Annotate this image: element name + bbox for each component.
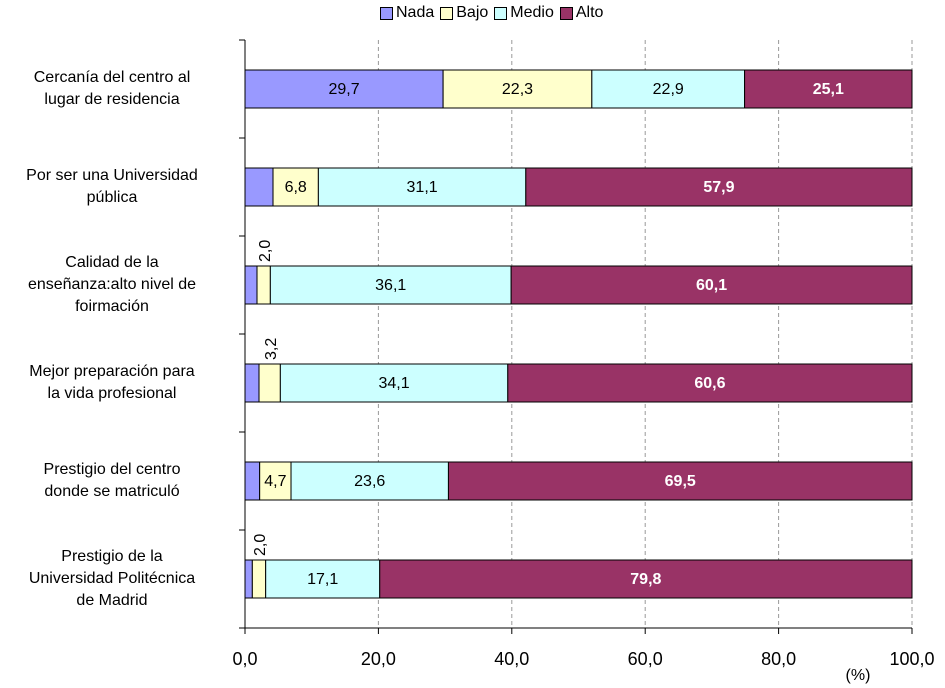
legend-swatch: [494, 6, 508, 20]
bar-segment: [258, 363, 281, 403]
legend-item: Medio: [494, 4, 554, 22]
category-label: Mejor preparación para la vida profesion…: [29, 363, 195, 402]
x-tick-label: 100,0: [889, 649, 934, 669]
value-label: 6,8: [285, 179, 307, 196]
bar-segment: [507, 363, 913, 403]
value-label: 23,6: [354, 473, 385, 490]
legend-swatch: [380, 6, 393, 20]
category-label: Calidad de la enseñanza:alto nivel de fo…: [27, 254, 197, 315]
value-label: 2,0: [252, 534, 269, 556]
x-tick-label: 20,0: [361, 649, 396, 669]
bar-segment: [244, 265, 258, 305]
value-label: 22,9: [653, 81, 684, 98]
category-label: Cercanía del centro al lugar de residenc…: [33, 69, 191, 108]
value-label: 17,1: [307, 571, 338, 588]
value-label: 3,2: [263, 338, 280, 360]
legend-label: Alto: [575, 4, 604, 21]
bar-segment: [379, 559, 913, 599]
legend-item: Nada: [380, 4, 434, 22]
bar-segment: [290, 461, 449, 501]
value-label: 31,1: [407, 179, 438, 196]
bar-segment: [317, 167, 527, 207]
bar-segment: [744, 69, 913, 109]
bar-segment: [510, 265, 913, 305]
bar-segment: [244, 461, 261, 501]
bar-segment: [244, 167, 274, 207]
legend: Nada Bajo Medio Alto: [380, 4, 603, 22]
legend-label: Bajo: [456, 4, 489, 21]
x-tick-label: 0,0: [232, 649, 257, 669]
bar-segment: [244, 69, 444, 109]
bar-segment: [447, 461, 913, 501]
legend-item: Alto: [559, 4, 604, 22]
legend-swatch: [559, 6, 573, 20]
value-label: 2,0: [257, 240, 274, 262]
bar-segment: [279, 363, 509, 403]
bar-segment: [272, 167, 319, 207]
value-label: 60,1: [696, 277, 727, 294]
bar-segment: [256, 265, 271, 305]
bar-segment: [265, 559, 381, 599]
bar-segment: [259, 461, 292, 501]
category-label: Prestigio del centro donde se matriculó: [43, 461, 181, 500]
value-label: 25,1: [813, 81, 844, 98]
bar-segment: [244, 559, 253, 599]
value-label: 22,3: [502, 81, 533, 98]
legend-item: Bajo: [440, 4, 488, 22]
bar-segment: [525, 167, 913, 207]
x-tick-label: 60,0: [628, 649, 663, 669]
value-label: 4,7: [264, 473, 286, 490]
legend-label: Nada: [396, 4, 435, 21]
value-label: 60,6: [694, 375, 725, 392]
x-axis-label: (%): [846, 667, 871, 684]
bar-segment: [244, 363, 260, 403]
legend-swatch: [440, 6, 454, 20]
value-label: 57,9: [703, 179, 734, 196]
bar-segment: [251, 559, 267, 599]
bar-segment: [442, 69, 593, 109]
value-label: 69,5: [665, 473, 696, 490]
category-label: Prestigio de la Universidad Politécnica …: [28, 548, 196, 609]
value-label: 29,7: [328, 81, 359, 98]
category-label: Por ser una Universidad pública: [26, 167, 198, 206]
legend-label: Medio: [510, 4, 554, 21]
x-tick-label: 40,0: [494, 649, 529, 669]
value-label: 34,1: [379, 375, 410, 392]
x-tick-label: 80,0: [761, 649, 796, 669]
bar-segment: [269, 265, 512, 305]
value-label: 79,8: [630, 571, 661, 588]
bar-segment: [591, 69, 746, 109]
value-label: 36,1: [375, 277, 406, 294]
